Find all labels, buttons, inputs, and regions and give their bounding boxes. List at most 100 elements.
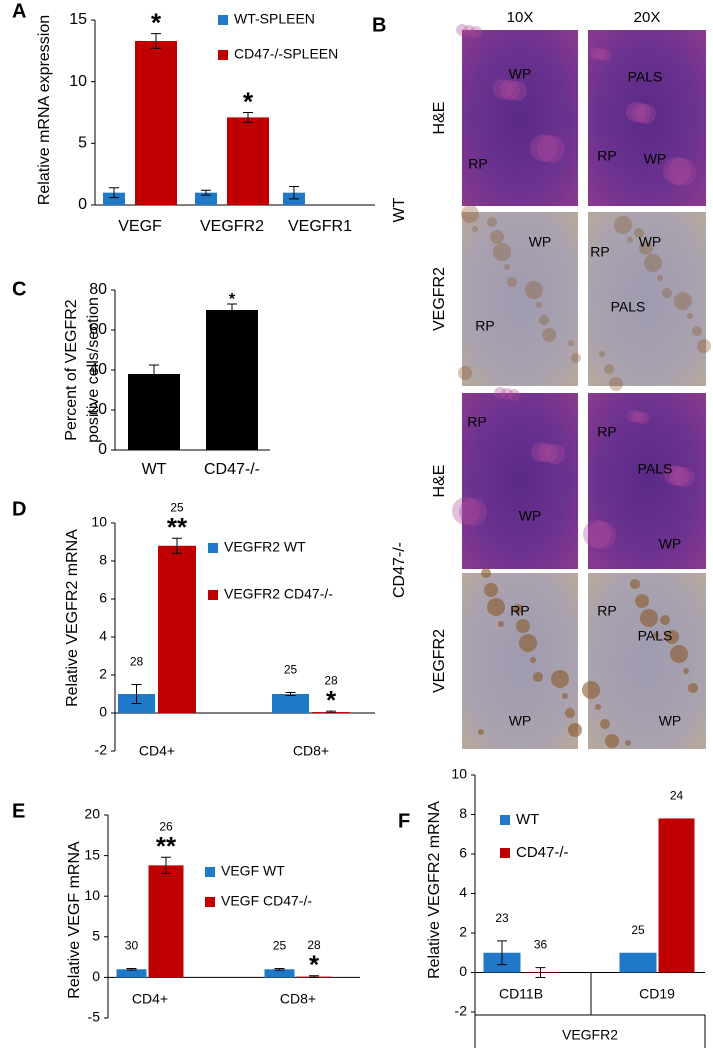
stain-spot [536, 302, 542, 308]
region-label: RP [475, 318, 494, 334]
legend-swatch [218, 50, 228, 60]
tissue-spot [631, 103, 651, 123]
bar [103, 192, 125, 205]
y-tick-label: 0 [459, 963, 467, 979]
stain-spot [484, 583, 498, 597]
region-label: WP [509, 66, 532, 82]
significance-marker: * [309, 950, 320, 980]
error-bar [535, 967, 546, 978]
micrograph [462, 393, 578, 569]
stain-spot [542, 328, 556, 342]
group-label: VEGFR2 [562, 1027, 618, 1043]
error-bar [126, 967, 137, 971]
tissue-spot [663, 157, 691, 185]
y-axis-label: Relative VEGFR2 mRNA [426, 801, 443, 979]
tissue-spot [500, 80, 520, 100]
micrograph [462, 573, 578, 749]
significance-marker: * [229, 291, 236, 308]
stain-spot [634, 228, 644, 238]
panel-letter: B [372, 14, 386, 36]
stain-spot [516, 619, 530, 633]
y-tick-label: 10 [451, 766, 467, 782]
tissue-spot [664, 465, 684, 485]
region-label: WP [529, 234, 552, 250]
stain-spot [507, 277, 517, 287]
tissue-spot [508, 389, 520, 401]
error-bar [243, 112, 253, 123]
region-label: WP [659, 713, 682, 729]
tissue-spot [537, 135, 565, 163]
stain-spot [498, 621, 504, 627]
x-tick-label: CD4+ [139, 743, 175, 759]
significance-marker: ** [167, 512, 188, 542]
region-label: RP [597, 148, 616, 164]
tissue-spot [538, 443, 558, 463]
y-axis-label: Percent of VEGFR2 [63, 299, 80, 440]
legend-swatch [208, 590, 218, 600]
stain-spot [458, 366, 472, 380]
tissue-spot [470, 26, 482, 38]
legend-swatch [218, 15, 228, 25]
legend-label: VEGFR2 CD47-/- [224, 586, 333, 602]
group-label: WT [391, 197, 408, 222]
tissue-spot [459, 498, 487, 526]
error-bar [309, 975, 319, 978]
stain-spot [670, 645, 688, 663]
tissue-spot [669, 466, 689, 486]
y-axis-label: Relative VEGF mRNA [66, 841, 83, 999]
error-bar [149, 364, 159, 384]
stain-spot [674, 292, 692, 310]
stain-spot [490, 230, 504, 244]
bar [658, 818, 695, 973]
bar [206, 310, 258, 450]
bar [158, 545, 196, 713]
sample-size: 23 [495, 911, 509, 925]
region-label: RP [597, 603, 616, 619]
stain-spot [697, 339, 711, 353]
y-tick-label: 20 [89, 401, 107, 418]
bar [619, 952, 657, 973]
stain-spot [539, 315, 549, 325]
panel-letter: E [12, 800, 25, 822]
sample-size: 28 [307, 938, 321, 952]
bar [195, 192, 217, 205]
legend-label: VEGFR2 WT [224, 539, 306, 555]
stain-spot [657, 275, 663, 281]
region-label: RP [467, 414, 486, 430]
y-axis-label: Relative VEGFR2 mRNA [64, 529, 81, 707]
stain-spot [461, 205, 479, 223]
stain-spot [665, 630, 679, 644]
y-tick-label: 0 [92, 968, 100, 984]
y-tick-label: 0 [99, 704, 107, 720]
stain-spot [660, 615, 670, 625]
stain-spot [644, 254, 662, 272]
error-bar [151, 33, 161, 49]
error-bar [109, 187, 119, 199]
stain-spot [595, 704, 601, 710]
sample-size: 30 [125, 939, 139, 953]
legend-swatch [500, 848, 510, 858]
error-bar [131, 684, 142, 704]
stain-spot [653, 632, 659, 638]
tissue-spot [507, 81, 527, 101]
error-bar [285, 691, 296, 697]
stain-spot [562, 693, 568, 699]
y-tick-label: 4 [99, 628, 107, 644]
x-tick-label: CD19 [639, 986, 675, 1002]
y-tick-label: 8 [99, 552, 107, 568]
stain-spot [472, 226, 478, 232]
region-label: PALS [628, 69, 663, 85]
stain-label: VEGFR2 [431, 629, 448, 693]
bar [264, 969, 295, 978]
region-label: WP [639, 234, 662, 250]
stain-spot [478, 729, 484, 735]
legend-swatch [205, 897, 215, 907]
bar [148, 865, 184, 978]
stain-spot [609, 377, 623, 391]
x-tick-label: CD4+ [132, 991, 168, 1007]
region-label: WP [644, 151, 667, 167]
region-label: WP [519, 508, 542, 524]
stain-label: H&E [431, 102, 448, 135]
stain-spot [692, 326, 702, 336]
region-label: RP [590, 244, 609, 260]
